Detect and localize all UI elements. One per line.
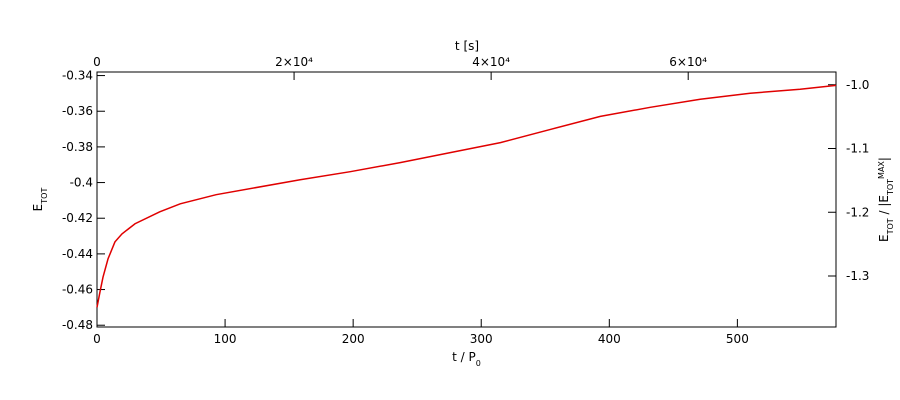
- y2-axis-title-part: TOT: [886, 179, 895, 196]
- y-axis-title-part: E: [31, 204, 45, 212]
- x-tick-label: 300: [470, 332, 493, 346]
- y-tick-label: -0.42: [62, 211, 93, 225]
- y-tick-label: -0.44: [62, 247, 93, 261]
- x-tick-label: 500: [726, 332, 749, 346]
- top-axis-title: t [s]: [455, 39, 479, 53]
- x-axis-title-part: 0: [476, 359, 481, 368]
- y-tick-label: -0.4: [70, 176, 93, 190]
- x-tick-label: 200: [342, 332, 365, 346]
- x-tick-label: 100: [214, 332, 237, 346]
- y2-tick-label: -1.1: [846, 142, 869, 156]
- x-tick-label: 0: [93, 332, 101, 346]
- x-axis-title-part: t / P: [452, 350, 476, 364]
- y2-axis-title: ETOT / |ETOTMAX|: [877, 157, 895, 242]
- top-x-tick-label: 2×10⁴: [275, 55, 313, 69]
- y2-axis-title-part: MAX: [877, 161, 886, 179]
- x-axis-title: t / P0: [452, 350, 481, 368]
- data-line: [96, 84, 837, 308]
- y2-axis-title-part: TOT: [886, 218, 895, 235]
- x-tick-label: 400: [598, 332, 621, 346]
- y2-tick-label: -1.3: [846, 269, 869, 283]
- y-tick-label: -0.46: [62, 283, 93, 297]
- top-x-tick-label: 6×10⁴: [669, 55, 707, 69]
- y-tick-label: -0.48: [62, 318, 93, 332]
- y-tick-label: -0.36: [62, 104, 93, 118]
- y2-tick-label: -1.0: [846, 78, 869, 92]
- y-tick-label: -0.34: [62, 69, 93, 83]
- top-x-tick-label: 0: [93, 55, 101, 69]
- y2-axis-title-part: / |E: [877, 195, 891, 218]
- y-axis-title-part: TOT: [40, 188, 49, 205]
- y2-tick-label: -1.2: [846, 205, 869, 219]
- y2-axis-title-part: |: [877, 157, 891, 161]
- y-tick-label: -0.38: [62, 140, 93, 154]
- top-x-tick-label: 4×10⁴: [472, 55, 510, 69]
- y2-axis-title-part: E: [877, 234, 891, 242]
- y-axis-title: ETOT: [31, 188, 49, 212]
- plot-frame: [96, 71, 837, 328]
